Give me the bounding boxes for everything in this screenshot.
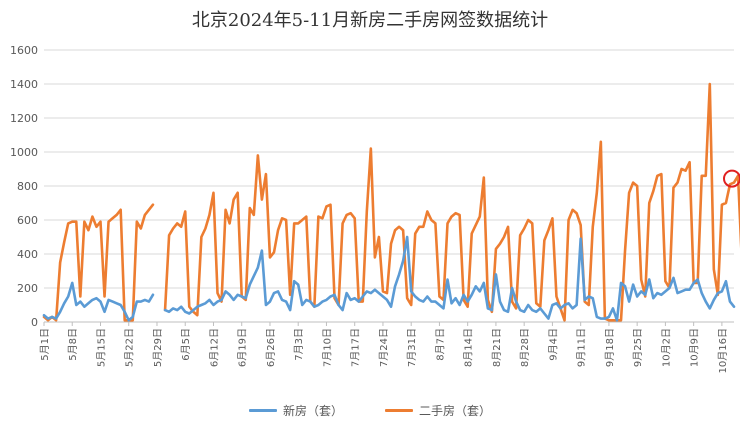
y-tick-label: 200 xyxy=(17,282,38,295)
series-lines xyxy=(42,82,740,322)
x-tick-label: 8月7日 xyxy=(434,328,446,361)
x-tick-label: 9月4日 xyxy=(547,328,559,361)
legend-label-resale-homes: 二手房（套） xyxy=(419,404,492,418)
highlight-circle xyxy=(723,169,740,188)
x-tick-label: 10月9日 xyxy=(689,328,701,367)
x-tick-label: 7月24日 xyxy=(378,328,390,367)
x-tick-label: 8月21日 xyxy=(491,328,503,367)
series-line-new-homes xyxy=(42,235,736,322)
x-tick-label: 5月15日 xyxy=(95,328,107,367)
y-tick-label: 1000 xyxy=(10,146,38,159)
x-tick-label: 7月17日 xyxy=(350,328,362,367)
chart-title: 北京2024年5-11月新房二手房网签数据统计 xyxy=(191,10,549,31)
legend: 新房（套） 二手房（套） xyxy=(0,402,740,419)
x-tick-label: 7月3日 xyxy=(293,328,305,361)
x-tick-label: 6月26日 xyxy=(265,328,277,367)
legend-label-new-homes: 新房（套） xyxy=(282,404,343,418)
legend-item-new-homes: 新房（套） xyxy=(248,402,343,419)
legend-swatch-resale-homes xyxy=(385,409,413,412)
y-axis-tick-labels: 0 200 400 600 800 1000 1200 1400 1600 xyxy=(10,44,38,329)
x-tick-label: 7月31日 xyxy=(406,328,418,367)
x-tick-label: 9月18日 xyxy=(604,328,616,367)
y-tick-label: 600 xyxy=(17,214,38,227)
x-tick-label: 6月5日 xyxy=(180,328,192,361)
legend-item-resale-homes: 二手房（套） xyxy=(385,402,491,419)
y-tick-label: 1400 xyxy=(10,78,38,91)
x-tick-label: 5月29日 xyxy=(152,328,164,367)
x-tick-label: 10月16日 xyxy=(717,328,729,373)
x-tick-label: 7月10日 xyxy=(321,328,333,367)
x-tick-label: 6月12日 xyxy=(208,328,220,367)
y-tick-label: 0 xyxy=(31,316,38,329)
y-tick-label: 400 xyxy=(17,248,38,261)
x-tick-label: 6月19日 xyxy=(237,328,249,367)
y-tick-label: 800 xyxy=(17,180,38,193)
x-tick-label: 9月11日 xyxy=(576,328,588,367)
annotation-layer xyxy=(723,169,740,188)
x-tick-label: 5月1日 xyxy=(39,328,51,361)
x-tick-label: 5月22日 xyxy=(124,328,136,367)
y-tick-label: 1600 xyxy=(10,44,38,57)
x-tick-label: 8月28日 xyxy=(519,328,531,367)
x-tick-label: 5月8日 xyxy=(67,328,79,361)
x-axis: 5月1日 5月8日 5月15日 5月22日 5月29日 6月5日 6月12日 6月19日 6月2… xyxy=(39,321,734,373)
series-line-resale-homes xyxy=(42,82,740,322)
x-tick-label: 10月2日 xyxy=(660,328,672,367)
y-tick-label: 1200 xyxy=(10,112,38,125)
legend-swatch-new-homes xyxy=(248,409,277,412)
x-tick-label: 9月25日 xyxy=(632,328,644,367)
x-tick-label: 8月14日 xyxy=(463,328,475,367)
